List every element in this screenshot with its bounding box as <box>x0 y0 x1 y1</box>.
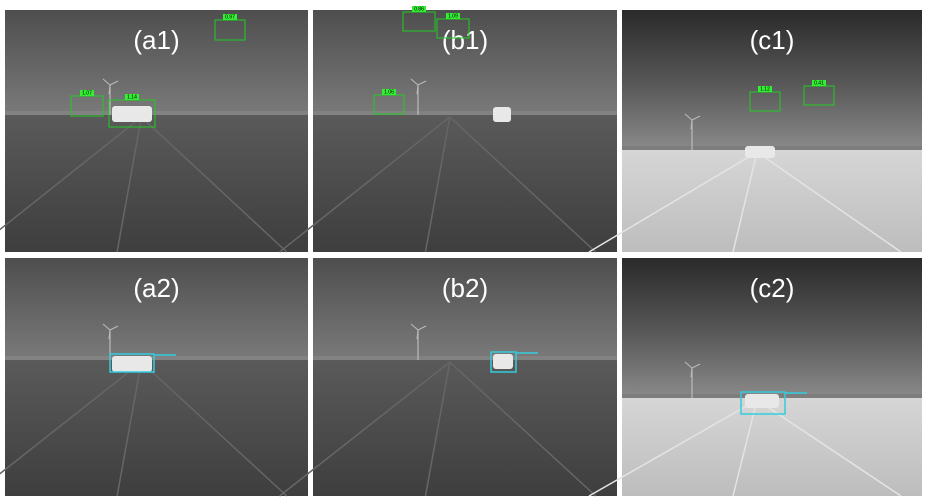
panel: (c1) 1.12 0.41 <box>588 10 922 253</box>
road-line <box>140 116 288 253</box>
panel: (b2) <box>279 258 617 497</box>
ground <box>5 115 308 252</box>
tree-line <box>313 356 617 360</box>
score-label: 0.41 <box>814 80 824 86</box>
ground <box>5 360 308 496</box>
score-label: 0.97 <box>225 14 235 20</box>
turbine-blades <box>684 361 701 378</box>
panel-label: (c2) <box>750 273 795 303</box>
tracking-box <box>740 391 786 415</box>
road-line <box>279 361 451 497</box>
road-line <box>424 116 451 253</box>
turbine-blades <box>410 78 427 95</box>
score-label: 1.07 <box>82 90 92 96</box>
turbine-blades <box>684 113 701 130</box>
road-line <box>449 361 597 497</box>
score-label: 1.09 <box>448 13 458 19</box>
score-tag <box>223 14 237 20</box>
road-line <box>732 151 758 253</box>
ground <box>622 150 922 252</box>
ground <box>313 360 617 496</box>
panel: (a1) 0.97 1.07 1.14 <box>0 10 308 253</box>
road-line <box>140 361 288 497</box>
road-line <box>0 361 142 475</box>
sky <box>313 258 617 360</box>
score-label: 0.86 <box>414 6 424 12</box>
road-line <box>449 116 597 253</box>
vehicle <box>745 146 775 158</box>
sky <box>5 258 308 360</box>
road-line <box>0 116 142 231</box>
score-tag <box>758 86 772 92</box>
road-line <box>279 116 451 253</box>
road-line <box>588 151 758 253</box>
sky <box>5 10 308 115</box>
turbine-blades <box>102 78 119 95</box>
panel-label: (b1) <box>442 25 488 55</box>
sky <box>622 258 922 398</box>
score-label: 1.12 <box>760 86 770 92</box>
tree-line <box>5 111 308 115</box>
vehicle <box>493 107 511 122</box>
road-line <box>424 361 451 497</box>
panel: (a2) <box>0 258 308 497</box>
road-line <box>588 399 758 497</box>
tracking-box <box>490 351 517 373</box>
score-label: 1.06 <box>384 89 394 95</box>
vehicle <box>493 354 513 369</box>
ground <box>313 115 617 252</box>
tree-line <box>313 111 617 115</box>
road-line <box>116 116 143 253</box>
panel-label: (a1) <box>133 25 179 55</box>
sky <box>313 10 617 115</box>
turbine-blades <box>102 323 119 340</box>
road-line <box>116 361 143 497</box>
tree-line <box>5 356 308 360</box>
score-label: 1.14 <box>127 94 137 100</box>
score-tag <box>812 80 826 86</box>
road-line <box>732 399 758 497</box>
turbine-blades <box>410 323 427 340</box>
panel: (c2) <box>588 258 922 497</box>
score-tag <box>80 90 94 96</box>
tracking-box <box>109 353 155 373</box>
panel-label: (a2) <box>133 273 179 303</box>
score-tag <box>412 6 426 12</box>
score-tag <box>382 89 396 95</box>
vehicle <box>745 394 779 408</box>
ground <box>622 398 922 496</box>
vehicle <box>112 106 152 122</box>
score-tag <box>446 13 460 19</box>
sky <box>622 10 922 150</box>
panel-label: (b2) <box>442 273 488 303</box>
vehicle <box>112 356 152 372</box>
road-line <box>756 399 902 497</box>
panel: (b1) 0.86 1.09 1.06 <box>279 6 617 253</box>
score-tag <box>125 94 139 100</box>
road-line <box>756 151 902 253</box>
panel-label: (c1) <box>750 25 795 55</box>
